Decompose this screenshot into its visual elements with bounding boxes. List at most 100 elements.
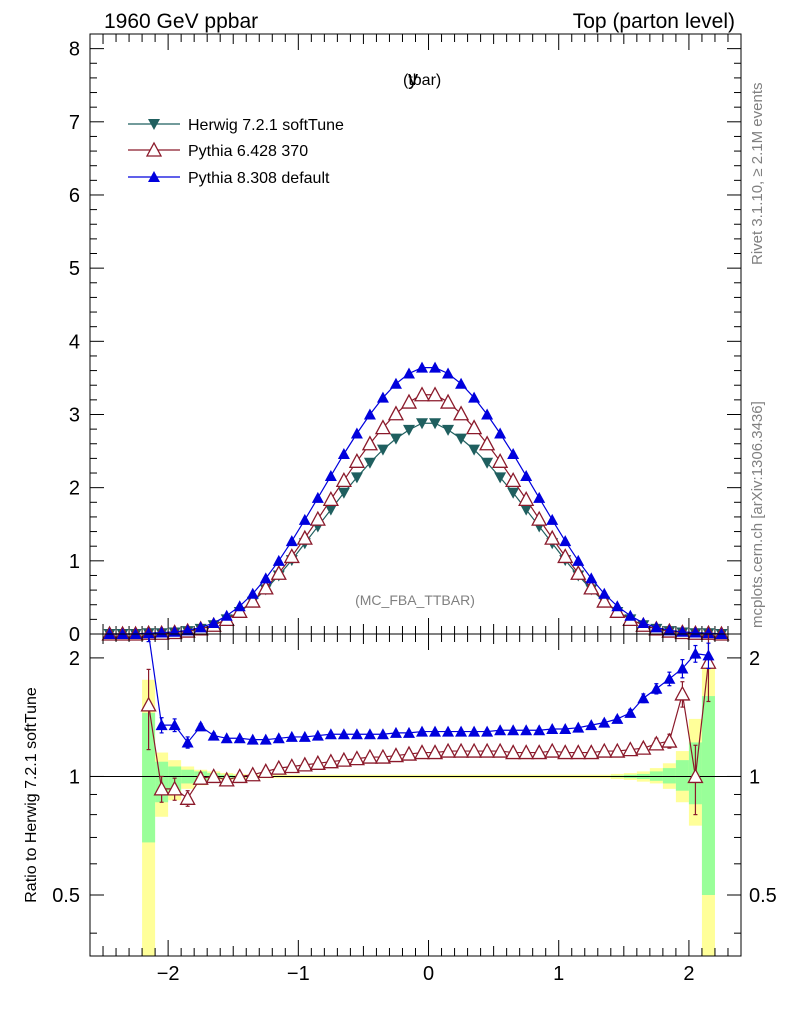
ratio-point-0-14 [322,753,339,769]
ratio-point-1-14 [324,728,337,740]
ratio-point-1-31 [546,722,559,734]
ratio-point-0-39 [648,735,665,751]
ratio-point-1-30 [533,724,546,736]
main-point-2-21 [376,391,389,403]
main-point-2-37 [585,572,598,584]
main-point-1-22 [387,405,405,421]
legend-entry-pythia8: Pythia 8.308 default [128,170,330,187]
main-point-0-27 [455,433,468,445]
legend-entry-pythia6: Pythia 6.428 370 [128,141,308,160]
ratio-point-1-24 [455,725,468,737]
ratio-ytick-label-left: 1 [69,766,80,788]
main-point-1-35 [557,548,574,564]
ratio-point-0-21 [413,744,431,760]
main-point-2-19 [350,427,363,439]
rivet-version-label: Rivet 3.1.10, ≥ 2.1M events [749,83,766,266]
ratio-panel: 0.5 0.5 1 1 2 2 −2 −1 0 1 2 Ratio to Herwig 7.2.1 … [23,633,777,985]
plot-title-sub: (tbar) [403,72,441,89]
ratio-point-1-32 [559,722,572,734]
ratio-point-0-32 [557,744,574,760]
ratio-point-1-34 [585,719,598,731]
main-point-1-13 [270,564,287,580]
ratio-point-0-18 [374,748,392,764]
ratio-point-1-9 [259,733,272,745]
ratio-point-0-29 [518,744,535,760]
main-point-2-8 [207,617,220,629]
main-point-0-21 [376,444,389,456]
ratio-axis-ticks: 0.5 0.5 1 1 2 2 −2 −1 0 1 2 [52,634,777,985]
main-point-2-38 [598,587,611,599]
ratio-point-1-37 [624,706,637,718]
main-point-0-18 [337,487,350,499]
legend-marker-pythia6 [145,141,163,157]
main-point-1-27 [452,405,470,421]
ratio-point-1-33 [572,721,585,733]
ratio-band-green-16 [701,696,715,895]
ratio-point-1-12 [298,730,311,742]
main-point-2-34 [546,513,559,525]
ratio-xtick-label: 0 [423,963,434,985]
main-point-2-6 [181,624,194,636]
main-panel: 0 1 2 3 4 5 6 7 8 y (tbar) (MC_FBA_TTBAR) Herwig… [69,33,742,646]
ratio-xtick-label: 1 [553,963,564,985]
ratio-point-0-13 [309,754,326,770]
main-point-0-23 [402,424,415,436]
main-point-0-29 [481,457,494,469]
ratio-point-1-21 [416,725,429,737]
ratio-point-1-42 [689,647,702,659]
ratio-point-0-8 [244,766,261,782]
ratio-point-1-41 [676,662,689,674]
main-point-1-18 [335,471,352,487]
ratio-point-1-11 [285,730,298,742]
main-point-2-46 [702,627,715,639]
ratio-point-1-13 [311,729,324,741]
ratio-band-green-0 [142,712,156,843]
main-ytick-label: 3 [69,404,80,426]
ratio-point-0-20 [400,745,418,761]
legend-label-pythia8: Pythia 8.308 default [188,170,330,187]
main-axis-ticks: 0 1 2 3 4 5 6 7 8 [69,33,742,646]
main-ytick-label: 2 [69,478,80,500]
main-point-0-30 [494,472,507,484]
main-point-2-20 [363,408,376,420]
ratio-point-0-23 [439,742,457,758]
ratio-point-1-4 [194,720,207,732]
ratio-point-0-5 [205,768,222,784]
ratio-ytick-label-left: 2 [69,648,80,670]
main-point-2-29 [481,408,494,420]
legend-marker-pythia8 [148,171,160,182]
analysis-watermark: (MC_FBA_TTBAR) [355,592,475,608]
ratio-point-1-7 [233,732,246,744]
ratio-point-1-8 [246,733,259,745]
main-point-1-28 [466,419,483,435]
ratio-series-layer [140,633,717,816]
main-point-2-23 [402,367,415,379]
main-point-0-28 [468,444,481,456]
ratio-band-green-13 [662,768,676,784]
ratio-point-0-17 [361,748,379,764]
main-point-1-33 [531,510,548,526]
main-point-1-15 [296,529,313,545]
ratio-point-1-27 [494,724,507,736]
ratio-point-1-20 [402,726,415,738]
legend: Herwig 7.2.1 softTune Pythia 6.428 370 P… [128,117,344,187]
main-point-1-20 [361,435,379,451]
main-point-1-29 [479,435,496,451]
ratio-point-0-33 [570,744,587,760]
mcplots-reference-label: mcplots.cern.ch [arXiv:1306.3436] [749,401,766,628]
ratio-point-1-39 [650,682,663,694]
ratio-point-0-42 [687,768,704,784]
main-point-2-39 [611,600,624,612]
main-point-2-22 [389,377,402,389]
legend-entry-herwig: Herwig 7.2.1 softTune [128,117,344,134]
main-point-1-34 [544,529,561,545]
ratio-xtick-label: −1 [287,963,310,985]
main-point-1-12 [257,579,274,595]
ratio-point-1-3 [181,736,194,748]
ratio-point-0-31 [544,742,561,758]
plot-title-main: y [408,68,418,90]
main-point-2-17 [324,469,337,481]
main-point-2-10 [233,600,246,612]
main-point-2-30 [494,427,507,439]
